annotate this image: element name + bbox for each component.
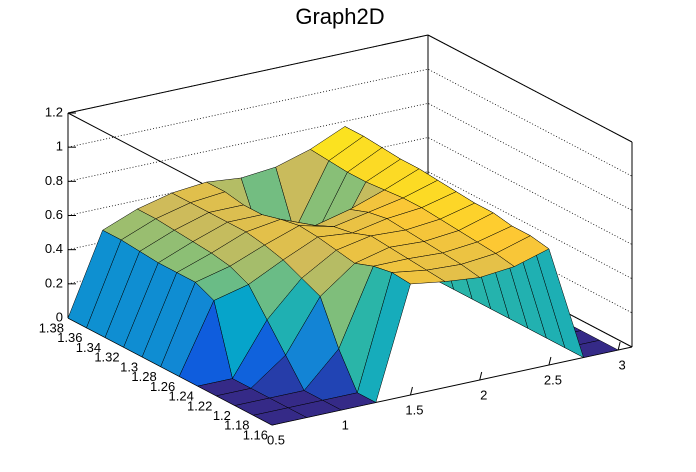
x-tick-label: 3 [619, 357, 626, 372]
z-tick-label: 0.8 [45, 173, 63, 188]
x-tick [548, 356, 552, 366]
y-tick-label: 1.18 [224, 418, 249, 433]
z-tick-label: 0.2 [45, 275, 63, 290]
y-tick-label: 1.16 [243, 427, 268, 442]
x-tick-label: 1.5 [405, 402, 423, 417]
surface-cell [252, 407, 308, 426]
z-tick-label: 1.2 [45, 104, 63, 119]
y-tick-label: 1.36 [57, 330, 82, 345]
y-tick-label: 1.24 [169, 389, 194, 404]
y-tick-label: 1.2 [213, 408, 231, 423]
x-tick-label: 2.5 [544, 372, 562, 387]
z-tick-label: 1 [56, 139, 63, 154]
y-tick-label: 1.38 [39, 320, 64, 335]
y-tick-label: 1.26 [150, 379, 175, 394]
x-tick-label: 2 [480, 387, 487, 402]
y-tick-label: 1.22 [187, 398, 212, 413]
x-tick [617, 341, 621, 351]
x-tick [409, 386, 413, 396]
z-tick-label: 0.4 [45, 241, 63, 256]
z-tick-label: 0.6 [45, 207, 63, 222]
y-tick-label: 1.32 [94, 350, 119, 365]
x-tick [479, 371, 483, 381]
chart-title: Graph2D [295, 4, 384, 29]
y-tick-label: 1.28 [131, 369, 156, 384]
x-tick-label: 0.5 [267, 432, 285, 447]
y-tick-label: 1.34 [76, 340, 101, 355]
y-tick-label: 1.3 [120, 359, 138, 374]
box-edge [67, 34, 429, 114]
x-tick-label: 1 [342, 417, 349, 432]
box-edge [427, 34, 633, 143]
z-tick-label: 0 [56, 309, 63, 324]
